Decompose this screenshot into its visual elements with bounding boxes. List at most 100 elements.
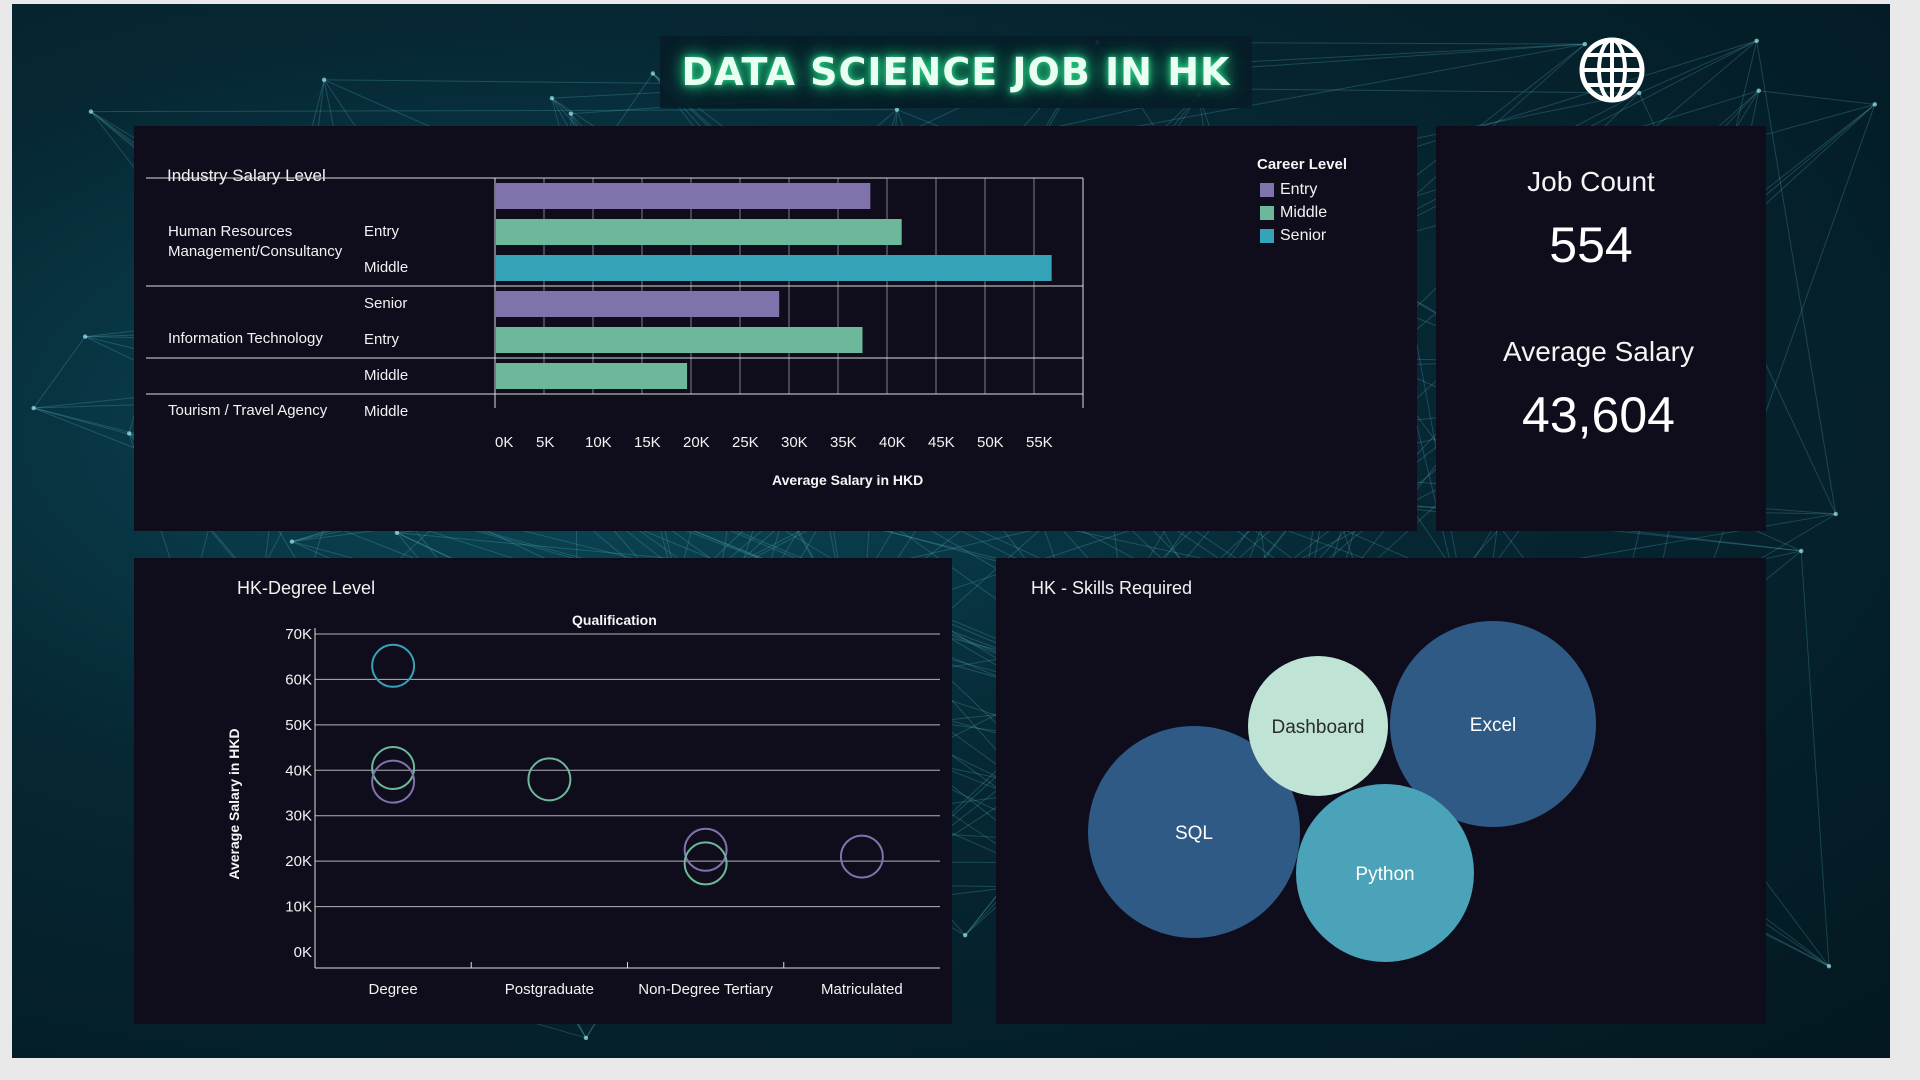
salary-bar-senior[interactable] [496, 255, 1052, 281]
skill-bubble-circle [1088, 726, 1300, 938]
dashboard-title: DATA SCIENCE JOB IN HK [660, 36, 1252, 108]
industry-label-hr: Human Resources Management/Consultancy [168, 223, 343, 260]
salary-point-middle[interactable] [683, 841, 728, 886]
legend-entry[interactable]: Entry [1260, 181, 1317, 199]
skills-panel-title: HK - Skills Required [1031, 578, 1193, 598]
skill-bubble-dashboard[interactable]: Dashboard [1248, 656, 1388, 796]
avg-salary-value: 43,604 [1522, 387, 1675, 443]
network-node [31, 405, 36, 411]
network-node [82, 334, 88, 339]
y-tick-label: 40K [285, 762, 312, 779]
salary-point-middle[interactable] [371, 746, 416, 791]
industry-panel-title: Industry Salary Level [167, 166, 326, 185]
y-tick-label: 0K [294, 944, 312, 961]
network-node [894, 107, 900, 112]
legend-middle[interactable]: Middle [1260, 204, 1327, 222]
salary-bar-middle[interactable] [496, 327, 863, 353]
network-node [1582, 41, 1588, 47]
degree-level-panel: HK-Degree Level Qualification Average Sa… [134, 558, 952, 1024]
skill-bubble-python[interactable]: Python [1296, 784, 1474, 962]
skill-bubble-circle [1296, 784, 1474, 962]
x-tick-label: 30K [781, 434, 808, 451]
avg-salary-label: Average Salary [1503, 336, 1694, 367]
x-tick-label: 0K [495, 434, 513, 451]
x-category-label: Non-Degree Tertiary [638, 981, 773, 998]
network-line [33, 336, 86, 409]
legend-senior[interactable]: Senior [1260, 227, 1326, 245]
salary-point-senior[interactable] [371, 643, 416, 688]
skill-bubble-excel[interactable]: Excel [1390, 621, 1596, 827]
network-line [1638, 40, 1757, 94]
salary-point-entry[interactable] [683, 827, 728, 872]
legend-swatch-middle [1260, 206, 1274, 220]
network-node [568, 111, 574, 116]
skill-bubble-sql[interactable]: SQL [1088, 726, 1300, 938]
level-label: Middle [364, 403, 409, 420]
network-node [1756, 88, 1761, 93]
network-node [962, 932, 968, 938]
y-tick-label: 10K [285, 899, 312, 916]
skill-bubble-label: SQL [1175, 823, 1213, 844]
skill-bubble-label: Dashboard [1272, 717, 1365, 738]
salary-bar-entry[interactable] [496, 291, 780, 317]
network-line [1800, 550, 1830, 967]
x-category-label: Postgraduate [505, 981, 594, 998]
x-tick-label: 5K [536, 434, 554, 451]
network-node [394, 530, 400, 535]
network-node [583, 1035, 589, 1041]
level-label: Middle [364, 367, 409, 384]
level-label: Middle [364, 259, 409, 276]
industry-salary-panel: Industry Salary Level Human Resources Ma… [134, 126, 1417, 531]
industry-label-it: Information Technology [168, 330, 323, 347]
dashboard-canvas: DATA SCIENCE JOB IN HK Industry Salary L… [12, 4, 1890, 1058]
x-tick-label: 40K [879, 434, 906, 451]
network-node [1872, 102, 1878, 107]
degree-panel-title: HK-Degree Level [237, 578, 376, 598]
globe-icon[interactable] [1576, 34, 1648, 106]
salary-point-entry[interactable] [839, 834, 884, 879]
legend-swatch-senior [1260, 229, 1274, 243]
network-node [289, 539, 295, 544]
x-category-label: Matriculated [821, 981, 903, 998]
salary-bar-entry[interactable] [496, 183, 871, 209]
network-node [1754, 38, 1759, 43]
industry-label-tourism: Tourism / Travel Agency [168, 402, 328, 419]
industry-bar-chart: 0K 5K 10K 15K 20K 25K 30K 35K 40K 45K 50K 55K [146, 177, 1084, 451]
skill-bubble-circle [1390, 621, 1596, 827]
network-node [1636, 90, 1642, 96]
x-category-label: Degree [369, 981, 418, 998]
job-count-label: Job Count [1527, 166, 1655, 197]
x-tick-label: 45K [928, 434, 955, 451]
y-tick-label: 70K [285, 626, 312, 643]
network-node [1799, 548, 1804, 554]
network-node [126, 431, 132, 436]
y-tick-label: 60K [285, 671, 312, 688]
x-tick-label: 15K [634, 434, 661, 451]
legend-label: Senior [1280, 227, 1327, 244]
skills-panel: HK - Skills Required SQL Dashboard Excel Py… [996, 558, 1766, 1024]
salary-point-middle[interactable] [527, 757, 572, 802]
legend-swatch-entry [1260, 183, 1274, 197]
degree-scatter-chart: 0K 10K 20K 30K 40K 50K 60K 70K Degree Postgraduat… [285, 626, 940, 998]
x-tick-label: 50K [977, 434, 1004, 451]
legend-label: Entry [1280, 181, 1318, 198]
x-tick-label: 55K [1026, 434, 1053, 451]
level-label: Entry [364, 331, 400, 348]
salary-bar-middle[interactable] [496, 363, 688, 389]
skill-bubble-circle [1248, 656, 1388, 796]
salary-bar-middle[interactable] [496, 219, 902, 245]
level-label: Senior [364, 295, 408, 312]
y-tick-label: 50K [285, 717, 312, 734]
salary-point-entry[interactable] [371, 759, 416, 804]
x-axis-title: Average Salary in HKD [772, 472, 924, 488]
skill-bubble-label: Excel [1470, 715, 1516, 736]
skill-bubble-label: Python [1355, 864, 1414, 885]
network-line [551, 97, 572, 115]
network-line [1758, 90, 1875, 105]
job-count-value: 554 [1549, 217, 1633, 273]
y-tick-label: 30K [285, 808, 312, 825]
skills-bubble-chart: SQL Dashboard Excel Python [1088, 621, 1596, 962]
network-line [90, 109, 897, 113]
y-tick-label: 20K [285, 853, 312, 870]
x-tick-label: 10K [585, 434, 612, 451]
